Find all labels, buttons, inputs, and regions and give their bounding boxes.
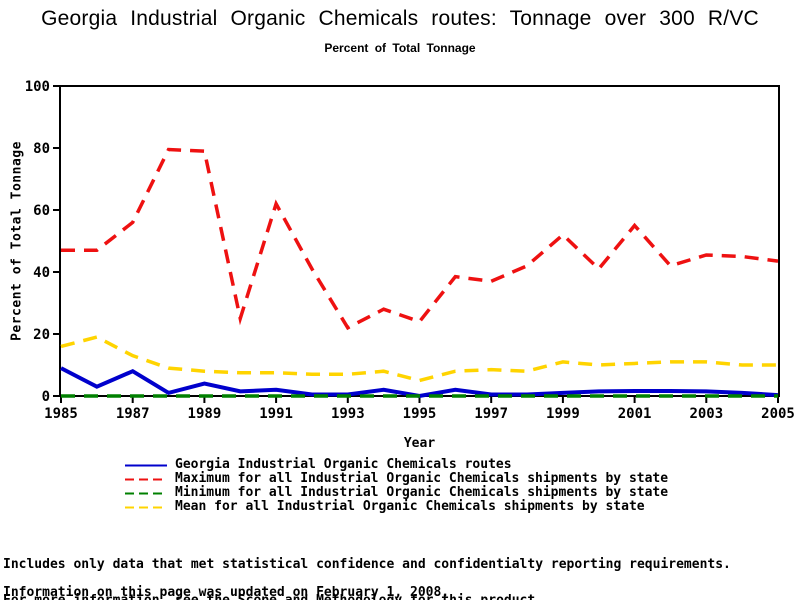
chart-subtitle: Percent of Total Tonnage <box>324 41 476 55</box>
series-line-3 <box>60 335 778 383</box>
x-tick-label: 1987 <box>116 406 150 422</box>
updated-note: Information on this page was updated on … <box>3 585 450 600</box>
y-tick-label: 100 <box>25 79 50 95</box>
legend-swatch-line <box>125 492 167 494</box>
legend-label: Minimum for all Industrial Organic Chemi… <box>175 485 669 500</box>
x-tick-label: 1991 <box>259 406 293 422</box>
line-chart-plot: 0 20 40 60 80 100 1985 1987 1989 1991 1993 1995 1997… <box>25 79 795 422</box>
x-tick-label: 1995 <box>403 406 437 422</box>
y-tick-label: 80 <box>33 141 50 157</box>
y-tick-label: 60 <box>33 203 50 219</box>
y-axis-label: Percent of Total Tonnage <box>9 141 25 341</box>
x-axis-label: Year <box>403 436 436 451</box>
x-tick-label: 1989 <box>188 406 222 422</box>
x-tick-label: 2005 <box>761 406 795 422</box>
legend-item-3: Mean for all Industrial Organic Chemical… <box>124 500 668 514</box>
legend-label: Georgia Industrial Organic Chemicals rou… <box>175 457 512 472</box>
y-tick-label: 0 <box>42 389 50 405</box>
x-tick-label: 1997 <box>474 406 508 422</box>
x-tick-label: 2003 <box>689 406 723 422</box>
plot-frame <box>59 85 780 397</box>
chart-title: Georgia Industrial Organic Chemicals rou… <box>41 7 759 30</box>
chart-legend: Georgia Industrial Organic Chemicals rou… <box>124 458 668 514</box>
legend-item-1: Maximum for all Industrial Organic Chemi… <box>124 472 668 486</box>
x-tick-label: 1993 <box>331 406 365 422</box>
y-tick-label: 20 <box>33 327 50 343</box>
legend-label: Maximum for all Industrial Organic Chemi… <box>175 471 669 486</box>
x-tick-label: 1985 <box>44 406 78 422</box>
series-line-1 <box>61 147 779 331</box>
legend-label: Mean for all Industrial Organic Chemical… <box>175 499 645 514</box>
series-line-0 <box>60 366 779 399</box>
x-tick-label: 1999 <box>546 406 580 422</box>
legend-swatch-line <box>125 464 167 466</box>
legend-item-2: Minimum for all Industrial Organic Chemi… <box>124 486 668 500</box>
footnote-line: Includes only data that met statistical … <box>3 557 731 572</box>
x-tick-label: 2001 <box>618 406 652 422</box>
y-tick-label: 40 <box>33 265 50 281</box>
legend-swatch-line <box>125 478 167 480</box>
legend-item-0: Georgia Industrial Organic Chemicals rou… <box>124 458 668 472</box>
legend-swatch-line <box>125 506 167 508</box>
footnotes: Includes only data that met statistical … <box>3 535 731 600</box>
footnote-line: For more information, see the Scope and … <box>3 594 731 600</box>
